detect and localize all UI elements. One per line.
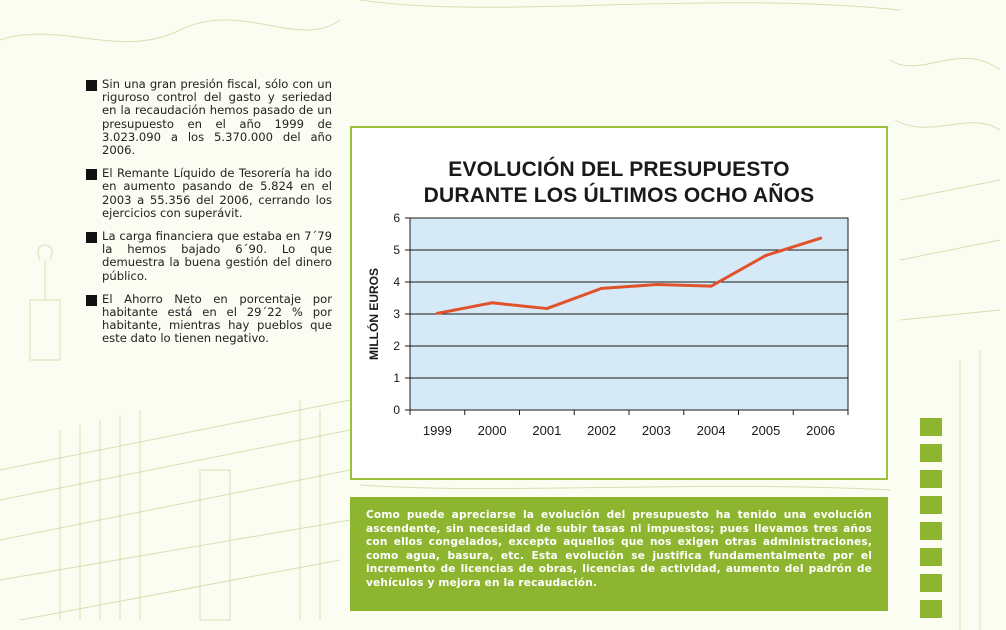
x-tick-label: 2004	[697, 423, 726, 438]
x-tick-label: 1999	[423, 423, 452, 438]
info-text: Como puede apreciarse la evolución del p…	[366, 509, 872, 589]
decorative-square	[920, 548, 942, 566]
x-tick-label: 2000	[478, 423, 507, 438]
bullet-item: La carga financiera que estaba en 7´79 l…	[86, 229, 332, 283]
x-tick-label: 2001	[532, 423, 561, 438]
decorative-square	[920, 496, 942, 514]
budget-line-chart: 0 1 2 3 4 5 6 1999 2000 2001 2002 2003 2004 2005 2006 M…	[366, 211, 849, 438]
decorative-square	[920, 470, 942, 488]
series-line	[437, 236, 822, 315]
bullet-text: Sin una gran presión fiscal, sólo con un…	[102, 77, 332, 158]
data-point	[545, 307, 549, 311]
bullet-item: Sin una gran presión fiscal, sólo con un…	[86, 77, 332, 158]
data-point	[654, 283, 658, 287]
data-point	[819, 236, 823, 240]
data-point	[435, 311, 439, 315]
x-tick-label: 2003	[642, 423, 671, 438]
chart-title-line-2: DURANTE LOS ÚLTIMOS OCHO AÑOS	[423, 184, 815, 207]
bullet-square-icon	[86, 169, 97, 181]
decorative-square	[920, 522, 942, 540]
y-axis-label: MILLÓN EUROS	[366, 268, 381, 360]
y-tick-label: 4	[393, 275, 400, 289]
bullet-item: El Remante Líquido de Tesorería ha ido e…	[86, 167, 332, 220]
data-point	[600, 286, 604, 290]
bullet-text: El Remante Líquido de Tesorería ha ido e…	[102, 166, 332, 220]
data-point	[764, 253, 768, 257]
x-tick-label: 2006	[806, 423, 835, 438]
bullet-text: La carga financiera que estaba en 7´79 l…	[102, 229, 332, 283]
data-point	[709, 284, 713, 288]
decorative-squares	[920, 418, 942, 626]
y-tick-label: 1	[393, 371, 400, 385]
decorative-square	[920, 444, 942, 462]
decorative-square	[920, 574, 942, 592]
chart-title-line-1: EVOLUCIÓN DEL PRESUPUESTO	[448, 158, 790, 181]
bullet-square-icon	[86, 294, 97, 306]
x-tick-label: 2005	[751, 423, 780, 438]
y-tick-label: 2	[393, 339, 400, 353]
bullet-text: El Ahorro Neto en porcentaje por habitan…	[102, 291, 332, 346]
bullet-square-icon	[86, 232, 97, 244]
info-panel: Como puede apreciarse la evolución del p…	[350, 497, 888, 611]
decorative-square	[920, 418, 942, 436]
bullet-square-icon	[86, 80, 97, 91]
decorative-square	[920, 600, 942, 618]
y-tick-label: 3	[393, 307, 400, 321]
bullet-item: El Ahorro Neto en porcentaje por habitan…	[86, 291, 332, 346]
budget-chart-panel: EVOLUCIÓN DEL PRESUPUESTO DURANTE LOS ÚL…	[350, 126, 888, 480]
data-point	[490, 301, 494, 305]
y-tick-label: 5	[393, 243, 400, 257]
x-tick-label: 2002	[587, 423, 616, 438]
bullet-list: Sin una gran presión fiscal, sólo con un…	[86, 77, 332, 356]
y-tick-label: 0	[393, 403, 400, 417]
y-tick-label: 6	[393, 211, 400, 225]
